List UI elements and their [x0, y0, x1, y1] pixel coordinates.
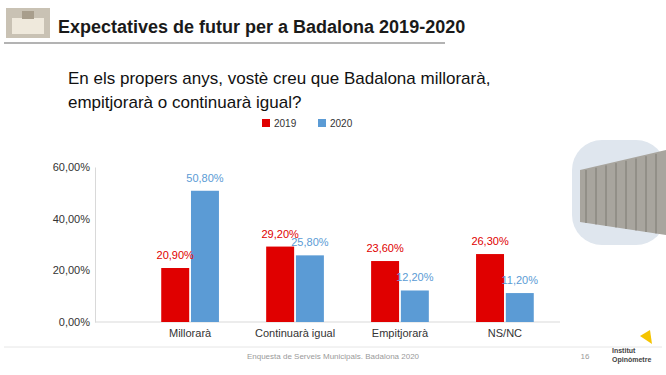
data-label: 25,80%	[291, 236, 329, 248]
annotation: Opinòmetre	[612, 356, 651, 364]
tick-label: 20,00%	[53, 264, 91, 276]
photo-line	[626, 161, 627, 229]
bar	[296, 255, 324, 322]
bar	[161, 268, 189, 322]
title-rule	[4, 42, 445, 44]
footer-rule	[4, 347, 662, 348]
photo-building	[580, 150, 666, 235]
data-label: 11,20%	[502, 274, 539, 286]
tick-label: Continuarà igual	[255, 327, 335, 339]
bar	[506, 293, 534, 322]
photo-line	[616, 163, 617, 227]
photo	[572, 140, 666, 245]
y-tick: 0,00%	[59, 316, 95, 328]
y-tick: 60,00%	[53, 161, 95, 173]
legend-label: 2020	[330, 118, 353, 129]
photo-bg	[572, 140, 666, 245]
photo-line	[606, 165, 607, 226]
y-axis: 0,00% 20,00% 40,00% 60,00%	[53, 161, 96, 328]
tick-label: Empitjorarà	[372, 327, 429, 339]
legend: 2019 2020	[262, 118, 353, 129]
photo-line	[656, 154, 657, 234]
header-icon	[6, 8, 50, 38]
legend-swatch	[318, 119, 326, 127]
y-tick: 20,00%	[53, 264, 95, 276]
data-label: 26,30%	[471, 235, 509, 247]
x-axis: Millorarà Continuarà igual Empitjorarà NS/N…	[95, 322, 560, 339]
photo-line	[586, 170, 587, 223]
subtitle: En els propers anys, vostè creu que Bada…	[68, 69, 490, 88]
tick-label: NS/NC	[488, 327, 522, 339]
data-label: 23,60%	[366, 242, 404, 254]
tick-label: 0,00%	[59, 316, 90, 328]
bar	[476, 254, 504, 322]
bar	[266, 247, 294, 322]
photo-line	[636, 159, 637, 231]
icon-roof	[22, 11, 34, 19]
x-tick: Millorarà	[169, 322, 212, 339]
data-label: 12,20%	[396, 271, 434, 283]
title: Expectatives de futur per a Badalona 201…	[58, 17, 465, 37]
bar	[191, 191, 219, 322]
x-tick: Continuarà igual	[255, 322, 335, 339]
chart: Expectatives de futur per a Badalona 201…	[0, 0, 666, 375]
tick-label: Millorarà	[169, 327, 212, 339]
icon-bg	[6, 8, 50, 38]
bar	[371, 261, 399, 322]
data-labels: 20,90%29,20%23,60%26,30%50,80%25,80%12,2…	[157, 172, 539, 286]
subtitle: empitjorarà o continuarà igual?	[68, 93, 301, 112]
x-tick: Empitjorarà	[372, 322, 429, 339]
legend-swatch	[262, 119, 270, 127]
bars	[161, 191, 534, 322]
tick-label: 40,00%	[53, 213, 91, 225]
data-label: 50,80%	[186, 172, 224, 184]
photo-line	[596, 168, 597, 225]
annotation: Enquesta de Serveis Municipals. Badalona…	[247, 352, 420, 361]
photo-line	[646, 156, 647, 232]
data-label: 20,90%	[157, 249, 195, 261]
logo-mark	[640, 330, 652, 344]
annotation: 16	[581, 352, 590, 361]
tick-label: 60,00%	[53, 161, 91, 173]
axis-line	[95, 168, 96, 323]
y-tick: 40,00%	[53, 213, 95, 225]
bar	[401, 290, 429, 322]
annotation: Institut	[612, 347, 636, 354]
x-tick: NS/NC	[488, 322, 522, 339]
legend-label: 2019	[274, 118, 297, 129]
icon-building	[12, 18, 44, 34]
